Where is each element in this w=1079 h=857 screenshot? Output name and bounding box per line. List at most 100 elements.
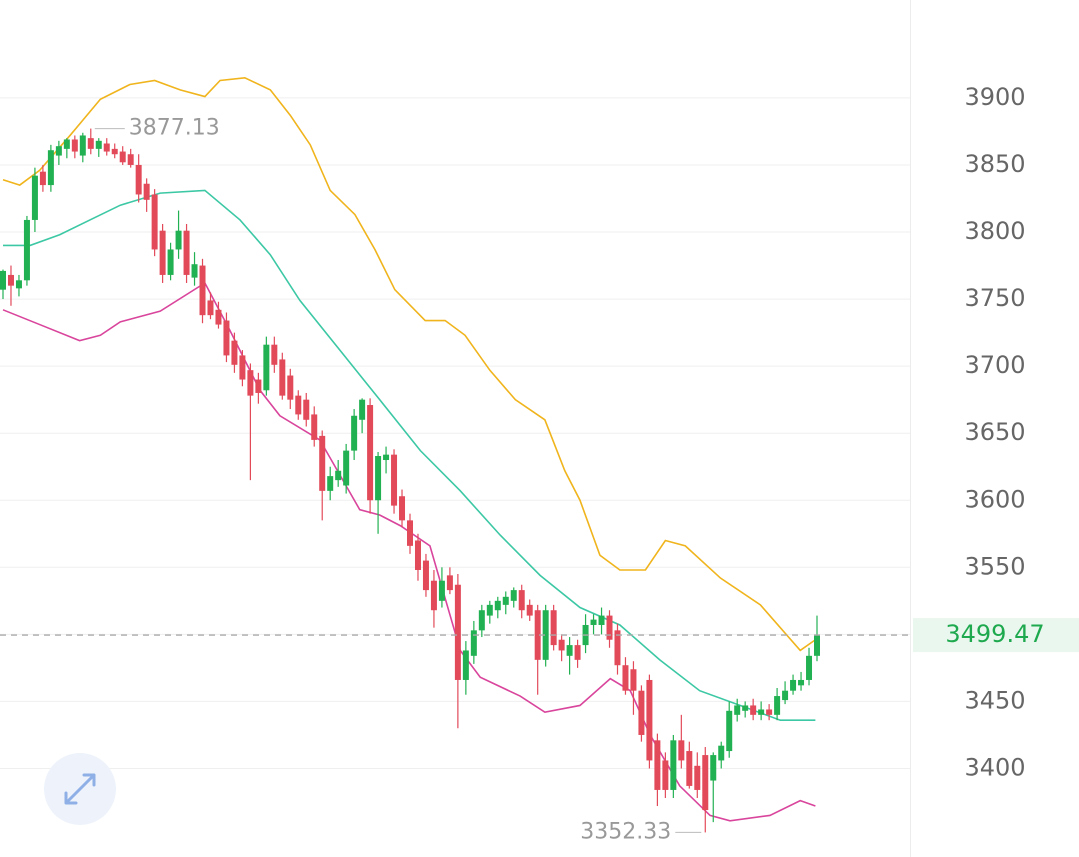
candle-body bbox=[367, 405, 374, 501]
candle-body bbox=[462, 650, 469, 680]
candle-body bbox=[766, 709, 773, 715]
y-tick-label: 3900 bbox=[964, 83, 1025, 111]
candle-body bbox=[255, 379, 262, 393]
band-line bbox=[2, 76, 816, 652]
candle-body bbox=[694, 765, 701, 790]
candle-body bbox=[774, 696, 781, 715]
candle-body bbox=[407, 520, 413, 546]
candle-body bbox=[295, 395, 302, 415]
candle-body bbox=[159, 230, 166, 275]
y-tick-label: 3600 bbox=[964, 485, 1025, 513]
y-tick-label: 3650 bbox=[964, 418, 1025, 446]
candle-body bbox=[758, 709, 765, 715]
band-line bbox=[2, 281, 816, 822]
candle-body bbox=[718, 745, 725, 761]
candle-body bbox=[702, 755, 709, 811]
candle-body bbox=[0, 270, 6, 290]
candle-body bbox=[247, 370, 254, 396]
y-tick-label: 3700 bbox=[964, 351, 1025, 379]
candle-body bbox=[215, 309, 222, 325]
candle-body bbox=[279, 359, 286, 396]
y-tick-label: 3450 bbox=[964, 686, 1025, 714]
candle-body bbox=[263, 344, 270, 391]
candle-body bbox=[191, 264, 198, 278]
candle-body bbox=[542, 610, 549, 660]
candle-body bbox=[95, 140, 102, 149]
candle-body bbox=[614, 630, 621, 666]
candle-body bbox=[375, 455, 382, 501]
last-price-label: 3499.47 bbox=[945, 620, 1044, 648]
candle-body bbox=[135, 164, 142, 195]
candle-body bbox=[598, 615, 605, 625]
y-tick-label: 3800 bbox=[964, 217, 1025, 245]
candle-body bbox=[502, 596, 509, 605]
candle-body bbox=[111, 148, 118, 155]
candle-body bbox=[271, 344, 278, 365]
candle-body bbox=[798, 679, 805, 686]
candle-body bbox=[175, 230, 182, 250]
candle-body bbox=[622, 665, 629, 691]
candle-body bbox=[303, 399, 310, 420]
candle-body bbox=[199, 265, 206, 316]
candle-body bbox=[383, 454, 390, 461]
candle-body bbox=[119, 151, 126, 163]
candle-body bbox=[662, 760, 669, 790]
candle-body bbox=[351, 415, 358, 451]
candle-body bbox=[526, 604, 533, 616]
candle-body bbox=[167, 249, 174, 275]
candle-body bbox=[391, 454, 398, 506]
band-line bbox=[3, 189, 816, 721]
candle-body bbox=[231, 340, 238, 365]
y-tick-label: 3750 bbox=[964, 284, 1025, 312]
candle-body bbox=[446, 575, 453, 591]
candle-body bbox=[23, 219, 30, 281]
candle-body bbox=[15, 280, 22, 289]
candle-body bbox=[327, 476, 334, 491]
candle-body bbox=[151, 194, 158, 250]
candle-body bbox=[606, 615, 613, 640]
candle-body bbox=[438, 580, 445, 601]
candle-body bbox=[686, 751, 693, 786]
candle-body bbox=[734, 705, 741, 715]
candle-body bbox=[71, 139, 78, 152]
candle-body bbox=[223, 320, 230, 356]
candle-body bbox=[574, 645, 581, 660]
candle-body bbox=[750, 705, 757, 715]
candle-body bbox=[454, 584, 461, 680]
candle-body bbox=[319, 435, 326, 491]
candle-body bbox=[806, 655, 813, 680]
candle-body bbox=[55, 146, 62, 156]
candle-body bbox=[590, 619, 597, 625]
candle-body bbox=[183, 230, 190, 275]
candle-body bbox=[478, 610, 485, 631]
candle-body bbox=[79, 135, 86, 156]
candle-body bbox=[726, 710, 733, 752]
y-axis: 3400345035003550360036503700375038003850… bbox=[913, 83, 1079, 781]
high-label: 3877.13 bbox=[129, 116, 220, 141]
candle-body bbox=[678, 740, 685, 761]
candle-body bbox=[790, 679, 797, 691]
candle-body bbox=[646, 679, 653, 761]
candle-body bbox=[207, 300, 214, 316]
candle-body bbox=[742, 705, 749, 711]
candle-body bbox=[510, 590, 517, 601]
candle-body bbox=[566, 645, 573, 656]
expand-icon[interactable] bbox=[64, 773, 96, 805]
candle-body bbox=[534, 610, 541, 660]
candle-body bbox=[343, 450, 350, 486]
y-tick-label: 3400 bbox=[964, 753, 1025, 781]
candle-body bbox=[638, 690, 645, 735]
candle-body bbox=[399, 496, 406, 521]
candle-body bbox=[287, 375, 294, 400]
candle-body bbox=[311, 414, 318, 440]
candle-body bbox=[31, 175, 38, 220]
candle-body bbox=[103, 143, 110, 152]
candles bbox=[0, 128, 820, 833]
candle-body bbox=[335, 470, 342, 481]
candle-body bbox=[127, 154, 134, 165]
candle-body bbox=[558, 639, 565, 651]
candle-body bbox=[39, 171, 46, 186]
low-label: 3352.33 bbox=[580, 819, 671, 844]
expand-button[interactable] bbox=[44, 753, 116, 825]
candle-body bbox=[422, 560, 429, 591]
